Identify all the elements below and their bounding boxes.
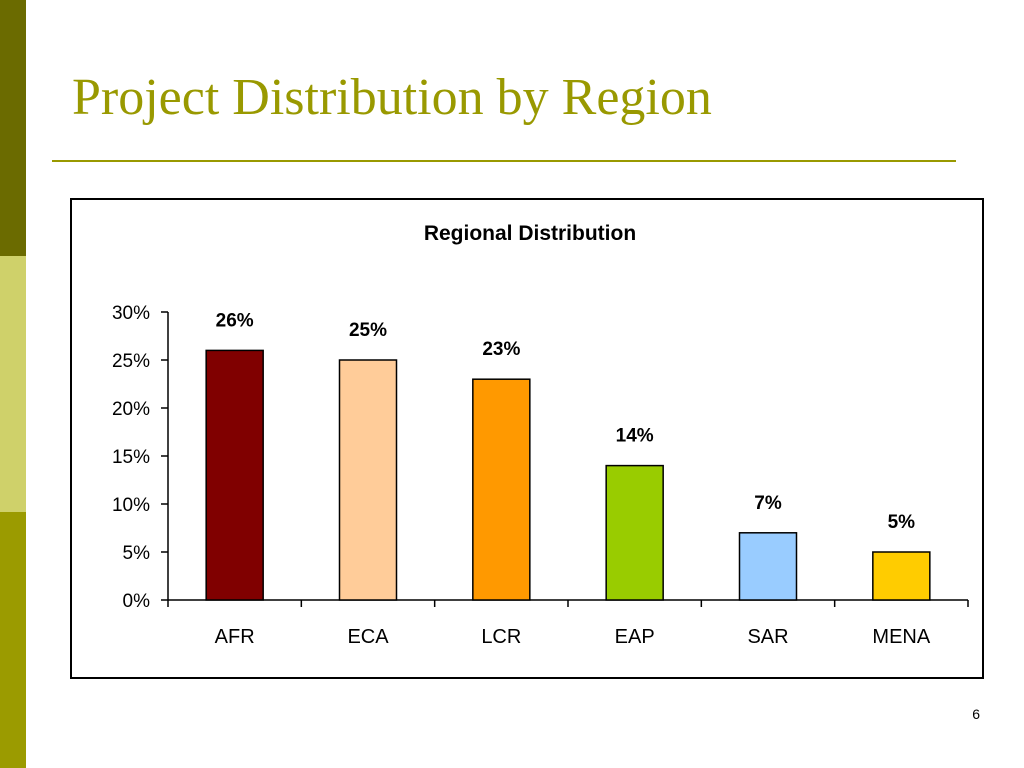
data-label: 7% xyxy=(754,493,782,514)
chart-title: Regional Distribution xyxy=(424,222,636,245)
chart-axes: 0% 5% 10% 15% 20% 25% 30% AFR ECA LCR EAP SAR MENA xyxy=(112,303,969,648)
y-tick-label: 0% xyxy=(123,591,151,612)
bar-eap xyxy=(605,464,664,601)
y-tick-label: 10% xyxy=(112,495,150,516)
x-tick-label: MENA xyxy=(872,626,930,648)
x-tick-label: AFR xyxy=(215,626,255,648)
data-label: 5% xyxy=(888,512,916,533)
title-divider xyxy=(52,160,956,162)
data-label: 26% xyxy=(216,310,254,331)
sidebar-segment-dark xyxy=(0,0,26,256)
y-tick-label: 5% xyxy=(123,543,151,564)
chart-bars xyxy=(205,349,931,601)
data-label: 23% xyxy=(482,339,520,360)
sidebar-segment-light xyxy=(0,256,26,512)
page-title: Project Distribution by Region xyxy=(72,69,712,126)
x-tick-label: ECA xyxy=(347,626,389,648)
page-number: 6 xyxy=(972,706,980,722)
y-tick-label: 30% xyxy=(112,303,150,324)
x-tick-label: LCR xyxy=(481,626,521,648)
bar-eca xyxy=(338,359,398,601)
chart-data-labels: 26% 25% 23% 14% 7% 5% xyxy=(216,310,916,533)
y-tick-label: 20% xyxy=(112,399,150,420)
sidebar-decoration xyxy=(0,0,26,768)
y-tick-label: 25% xyxy=(112,351,150,372)
x-tick-label: EAP xyxy=(615,626,655,648)
bar-sar xyxy=(738,532,798,601)
y-tick-label: 15% xyxy=(112,447,150,468)
bar-mena xyxy=(872,551,931,601)
x-tick-label: SAR xyxy=(747,626,788,648)
chart-frame: Regional Distribution 0% 5% 10% 15% 20% 25% 30… xyxy=(70,198,984,679)
data-label: 25% xyxy=(349,320,387,341)
sidebar-segment-mid xyxy=(0,512,26,768)
bar-chart: Regional Distribution 0% 5% 10% 15% 20% 25% 30… xyxy=(112,222,969,648)
bar-lcr xyxy=(472,378,531,601)
data-label: 14% xyxy=(616,426,654,447)
bar-afr xyxy=(205,349,264,601)
